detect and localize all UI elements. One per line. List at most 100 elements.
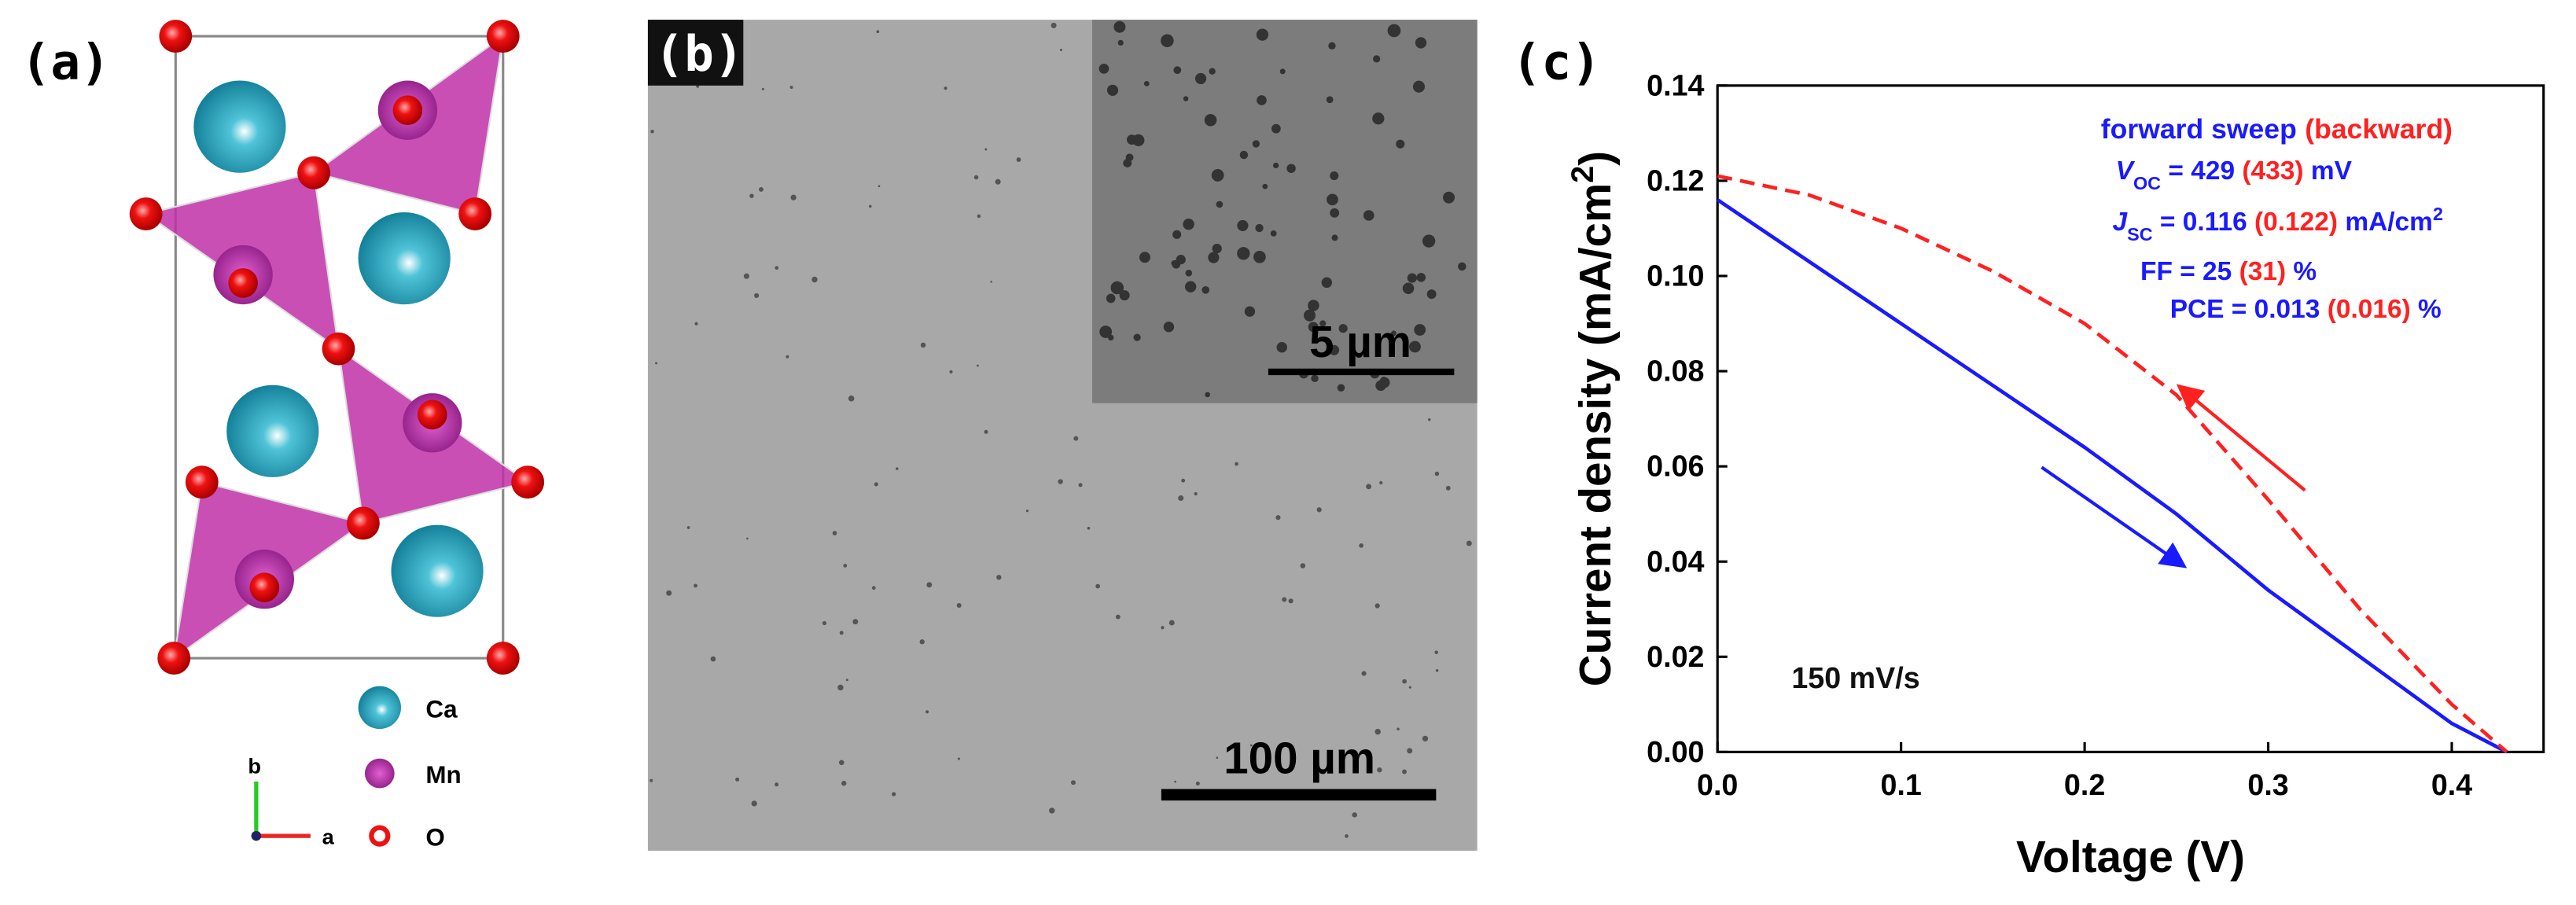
texture: [1272, 162, 1279, 169]
text-part: 150 mV/s: [1791, 661, 1919, 694]
texture: [1237, 247, 1250, 260]
texture: [1387, 24, 1401, 38]
texture: [743, 273, 749, 279]
texture: [1422, 735, 1429, 742]
texture: [1185, 269, 1193, 277]
texture: [832, 531, 837, 535]
text-part: ): [1570, 151, 1620, 166]
legend: forward sweep (backward): [2101, 113, 2453, 145]
texture: [790, 194, 797, 200]
legend-label: Mn: [425, 761, 461, 789]
texture: [973, 175, 979, 180]
texture: [1331, 234, 1338, 241]
texture: [949, 370, 953, 373]
text-part: = 0.116: [2153, 208, 2254, 237]
x-tick-label: 0.1: [1880, 768, 1921, 801]
texture: [1363, 210, 1374, 221]
text-part: OC: [2133, 173, 2161, 193]
y-tick-label: 0.00: [1647, 735, 1704, 768]
texture: [852, 619, 859, 625]
texture: [694, 583, 697, 588]
texture: [1049, 808, 1055, 814]
texture: [1099, 326, 1113, 338]
texture: [990, 281, 992, 283]
texture: [876, 30, 880, 34]
texture: [1163, 322, 1175, 333]
texture: [1051, 22, 1057, 28]
texture: [1338, 324, 1348, 333]
texture: [1330, 208, 1340, 218]
texture: [1172, 230, 1182, 239]
texture: [1205, 116, 1216, 126]
annotation: 150 mV/s: [1791, 661, 1919, 694]
text-part: mV: [2304, 156, 2353, 186]
texture: [1466, 540, 1472, 546]
texture: [1434, 650, 1438, 654]
text-part: 2: [1566, 166, 1600, 183]
x-tick-label: 0.4: [2431, 768, 2472, 801]
annotation: FF = 25 (31) %: [2140, 257, 2317, 286]
y-tick-label: 0.14: [1647, 68, 1704, 101]
texture: [1161, 34, 1174, 48]
texture: [1445, 485, 1451, 491]
texture: [775, 782, 779, 787]
texture: [1414, 324, 1426, 336]
texture: [1330, 171, 1339, 181]
texture: [956, 603, 962, 609]
legend-label: forward sweep: [2101, 113, 2297, 145]
texture: [1095, 583, 1100, 589]
arrow: [2041, 465, 2188, 568]
texture: [839, 631, 844, 635]
texture: [1256, 28, 1269, 41]
texture: [1078, 483, 1083, 487]
texture: [1181, 478, 1186, 483]
texture: [1397, 727, 1400, 730]
texture: [845, 679, 848, 682]
axis-label: a: [322, 825, 335, 849]
text-part: = 429: [2161, 156, 2242, 186]
texture: [996, 575, 1002, 580]
texture: [1176, 255, 1186, 265]
texture: [1110, 281, 1124, 295]
texture: [1396, 139, 1405, 149]
arrow: [2176, 384, 2306, 492]
texture: [754, 292, 760, 298]
texture: [1366, 484, 1372, 490]
texture: [1216, 200, 1224, 208]
texture: [1016, 157, 1021, 163]
texture: [1391, 330, 1397, 337]
text-part: %: [2286, 257, 2317, 286]
texture: [871, 586, 876, 590]
texture: [1361, 671, 1367, 676]
texture: [1402, 679, 1407, 684]
text-part: 2: [2433, 204, 2443, 224]
sem-image: [647, 20, 1478, 851]
texture: [1311, 374, 1319, 383]
scale-label: 5 µm: [1309, 317, 1411, 366]
y-tick-label: 0.12: [1647, 164, 1704, 197]
texture: [1073, 436, 1079, 441]
texture: [874, 482, 878, 487]
texture: [1308, 322, 1319, 333]
texture: [896, 467, 899, 470]
y-tick-label: 0.08: [1647, 355, 1704, 388]
texture: [1059, 49, 1062, 52]
texture: [1178, 495, 1184, 502]
texture: [1174, 780, 1176, 783]
texture: [1381, 377, 1387, 383]
texture: [1216, 756, 1219, 760]
scale-label: 100 µm: [1224, 734, 1375, 783]
panel-label: (c): [1512, 33, 1601, 90]
texture: [1249, 744, 1253, 747]
texture: [761, 87, 764, 90]
texture: [1286, 164, 1296, 173]
texture: [1025, 510, 1029, 513]
texture: [1173, 66, 1182, 75]
texture: [1316, 507, 1322, 513]
texture: [1374, 603, 1380, 609]
texture: [1244, 306, 1256, 317]
texture: [920, 342, 926, 348]
texture: [1352, 812, 1357, 818]
texture: [735, 777, 740, 782]
texture: [1402, 769, 1407, 774]
